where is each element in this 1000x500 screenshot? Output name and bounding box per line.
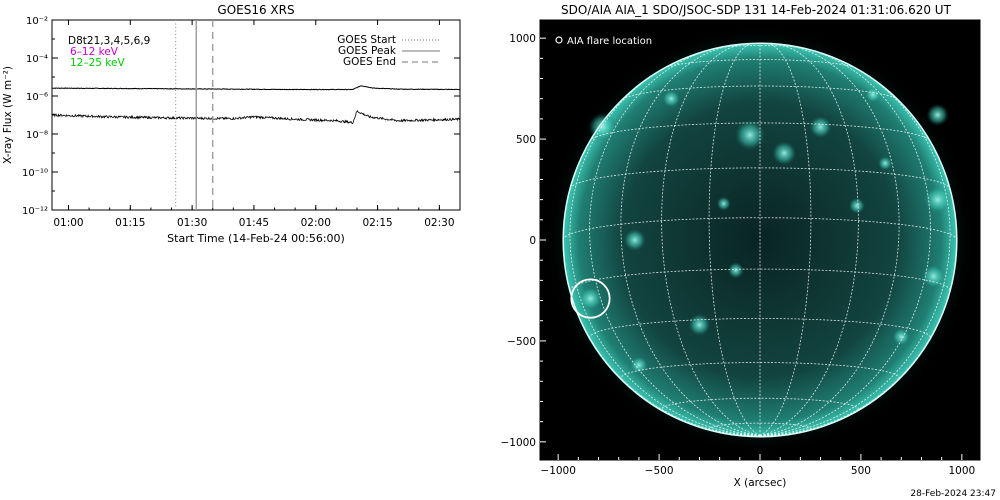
aia-x-tick-label: 0 xyxy=(757,465,764,477)
goes-event-markers xyxy=(175,20,214,210)
active-region-glow xyxy=(629,356,648,375)
grid-line xyxy=(589,47,761,436)
active-region-glow xyxy=(848,197,865,214)
flare-legend-marker xyxy=(555,36,563,44)
grid-line xyxy=(661,397,859,412)
active-region-glow xyxy=(864,86,882,103)
active-region-glow xyxy=(772,141,797,166)
goes-chart-title: GOES16 XRS xyxy=(217,3,294,17)
aia-x-tick-label: 1000 xyxy=(948,465,975,477)
legend-goes-end: GOES End xyxy=(343,56,396,68)
aia-image-panel: SDO/AIA AIA_1 SDO/JSOC-SDP 131 14-Feb-20… xyxy=(500,3,981,489)
grid-line xyxy=(562,217,958,241)
aia-image-title: SDO/AIA AIA_1 SDO/JSOC-SDP 131 14-Feb-20… xyxy=(561,3,952,17)
legend-channel-2: 12–25 keV xyxy=(70,57,125,69)
goes-y-tick-label: 10⁻² xyxy=(26,16,48,27)
goes-series-group xyxy=(52,85,460,125)
aia-axes: −1000 −500 0 500 1000 1000 500 0 −500 −1000 xyxy=(500,33,975,477)
goes-x-axis-label: Start Time (14-Feb-24 00:56:00) xyxy=(167,232,345,245)
grid-line xyxy=(759,47,931,436)
aia-y-tick-label: −1000 xyxy=(500,437,536,449)
goes-x-tick-label: 02:15 xyxy=(362,217,392,229)
goes-x-tick-label: 01:00 xyxy=(53,217,83,229)
grid-line xyxy=(759,44,900,436)
grid-line xyxy=(759,58,951,436)
goes-x-tick-label: 01:45 xyxy=(239,217,269,229)
grid-line xyxy=(569,58,761,436)
aia-y-tick-label: 500 xyxy=(516,134,536,146)
active-region-glow xyxy=(923,185,952,214)
flare-location-circle xyxy=(570,278,611,319)
footer-timestamp: 28-Feb-2024 23:47 xyxy=(910,489,996,499)
grid-line xyxy=(620,362,900,381)
goes-x-tick-label: 02:00 xyxy=(301,217,331,229)
goes-y-tick-label: 10⁻⁶ xyxy=(26,92,48,103)
active-region-glow xyxy=(588,112,617,142)
active-region-glow xyxy=(716,196,731,211)
aia-x-tick-label: 500 xyxy=(851,465,871,477)
grid-line xyxy=(708,42,761,436)
legend-goes-start: GOES Start xyxy=(337,34,396,46)
grid-line xyxy=(759,43,859,436)
active-region-glow xyxy=(926,103,949,126)
aia-x-axis-label: X (arcsec) xyxy=(734,477,787,489)
solar-limb xyxy=(562,42,958,438)
grid-line xyxy=(620,44,761,436)
active-region-glow xyxy=(921,264,946,289)
goes-y-axis-label: X-ray Flux (W m⁻²) xyxy=(2,66,14,164)
active-region-glow xyxy=(623,228,646,252)
aia-y-tick-label: 1000 xyxy=(509,33,536,45)
aia-x-tick-label: −1000 xyxy=(540,465,576,477)
aia-y-tick-label: −500 xyxy=(507,336,536,348)
goes-x-tick-label: 02:30 xyxy=(424,217,454,229)
goes-y-tick-label: 10⁻¹⁰ xyxy=(22,168,48,179)
legend-goes-peak: GOES Peak xyxy=(338,45,397,57)
active-region-glow xyxy=(578,286,603,311)
grid-line xyxy=(661,43,761,436)
active-regions xyxy=(578,86,952,375)
grid-line xyxy=(759,42,812,436)
active-region-glow xyxy=(809,115,832,139)
aia-y-tick-label: 0 xyxy=(529,235,536,247)
active-region-glow xyxy=(734,119,766,151)
active-region-glow xyxy=(892,327,911,346)
goes-series-line-short xyxy=(52,110,460,125)
goes-x-tick-label: 01:15 xyxy=(115,217,145,229)
goes-y-tick-label: 10⁻¹² xyxy=(22,206,48,217)
goes-y-tick-label: 10⁻⁸ xyxy=(26,130,48,141)
aia-x-tick-label: −500 xyxy=(645,465,674,477)
goes-series-line-long xyxy=(52,85,460,91)
grid-line xyxy=(708,422,812,432)
goes-xrs-panel: GOES16 XRS 01:00 01:15 01:30 01:45 02:00 02:1… xyxy=(2,3,461,245)
grid-line xyxy=(621,85,899,100)
active-region-glow xyxy=(878,156,893,171)
active-region-glow xyxy=(727,262,744,279)
legend-channel-0: D8t21,3,4,5,6,9 xyxy=(68,35,150,47)
active-region-glow xyxy=(662,89,681,108)
active-region-glow xyxy=(688,313,711,336)
legend-channel-1: 6–12 keV xyxy=(70,46,119,58)
goes-x-tick-label: 01:30 xyxy=(177,217,207,229)
grid-line xyxy=(569,167,951,189)
goes-y-tick-label: 10⁻⁴ xyxy=(26,54,48,65)
flare-legend-label: AIA flare location xyxy=(567,36,652,47)
goes-axes: 01:00 01:15 01:30 01:45 02:00 02:15 02:30 10⁻² 1… xyxy=(22,16,461,229)
grid-line xyxy=(663,59,857,69)
